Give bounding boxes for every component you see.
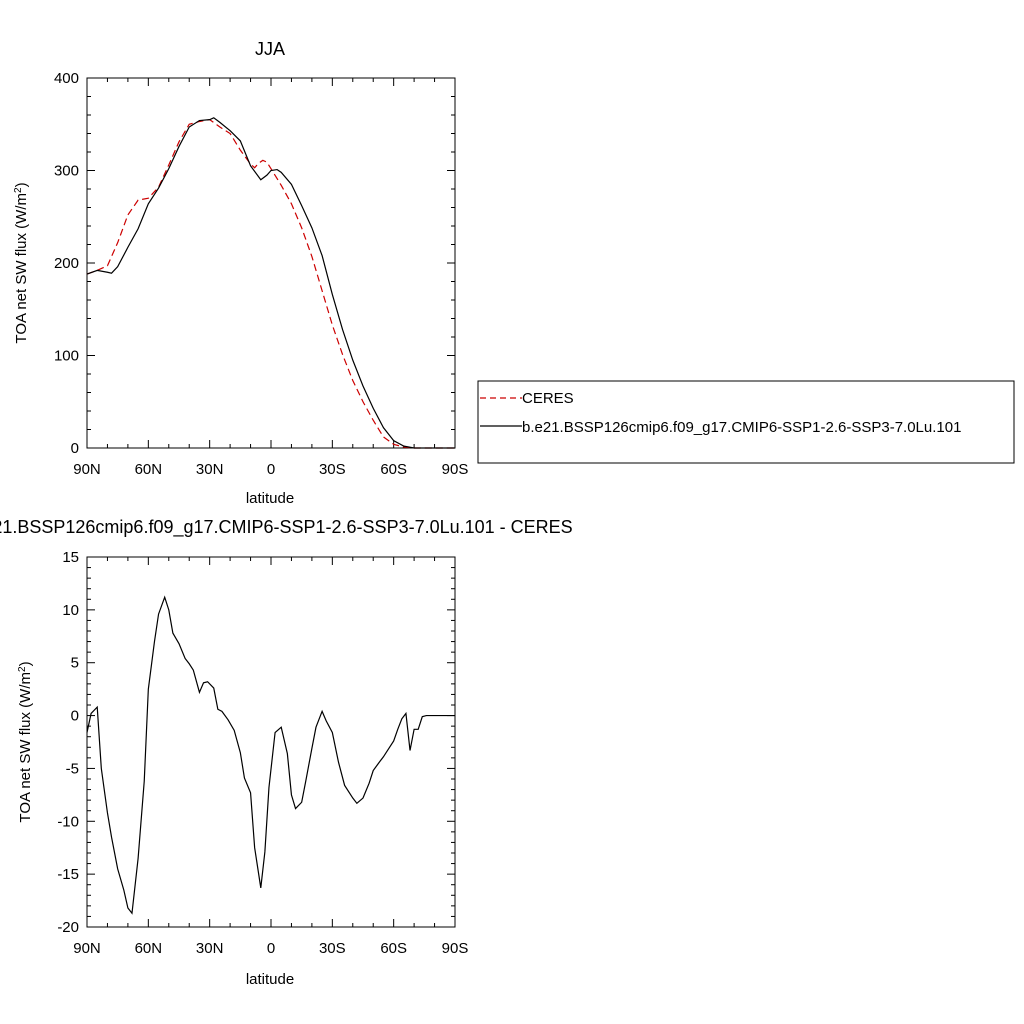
y-tick-label: 100 [54, 348, 79, 365]
top-plot-x-axis-label: latitude [246, 490, 294, 507]
x-tick-label: 60S [380, 940, 407, 957]
y-tick-label: -5 [66, 760, 79, 777]
top-plot-title: JJA [255, 39, 285, 59]
series-line-b-e21-bssp126cmip6-f09-g17-cmi [86, 117, 455, 449]
top-plot-frame [86, 77, 456, 449]
series-line-ceres [86, 118, 455, 449]
y-tick-label: 0 [71, 440, 79, 457]
bottom-plot-y-tick-labels: 15 10 5 0 -5 -10 -15 -20 [57, 549, 79, 936]
bottom-plot-x-axis-label: latitude [246, 971, 294, 988]
bottom-plot-y-axis-label: TOA net SW flux (W/m2) [17, 661, 34, 822]
y-tick-label: 200 [54, 255, 79, 272]
x-tick-label: 30S [319, 461, 346, 478]
bottom-plot-panel: b.e21.BSSP126cmip6.f09_g17.CMIP6-SSP1-2.… [0, 517, 573, 988]
x-tick-label: 90N [73, 940, 101, 957]
x-tick-label: 30N [196, 461, 224, 478]
legend: CERES b.e21.BSSP126cmip6.f09_g17.CMIP6-S… [477, 380, 1015, 464]
x-tick-label: 60S [380, 461, 407, 478]
top-plot-panel: JJA 0 100 200 300 400 90N 60N 30N 0 30S 60S 90S la… [13, 39, 1015, 507]
y-tick-label: 0 [71, 708, 79, 725]
y-tick-label: -15 [57, 866, 79, 883]
x-tick-label: 30S [319, 940, 346, 957]
x-tick-label: 90S [442, 940, 469, 957]
y-tick-label: 10 [62, 602, 79, 619]
x-tick-label: 30N [196, 940, 224, 957]
y-tick-label: -20 [57, 919, 79, 936]
y-tick-label: 300 [54, 163, 79, 180]
top-plot-series [86, 117, 455, 449]
legend-ceres-label: CERES [522, 390, 574, 407]
bottom-plot-title: b.e21.BSSP126cmip6.f09_g17.CMIP6-SSP1-2.… [0, 517, 573, 538]
bottom-plot-series [86, 595, 455, 915]
legend-model-label: b.e21.BSSP126cmip6.f09_g17.CMIP6-SSP1-2.… [522, 419, 961, 436]
top-plot-ticks [86, 77, 456, 449]
top-plot-x-tick-labels: 90N 60N 30N 0 30S 60S 90S [73, 461, 468, 478]
x-tick-label: 60N [135, 940, 163, 957]
legend-box [477, 380, 1015, 464]
y-tick-label: 5 [71, 655, 79, 672]
x-tick-label: 60N [135, 461, 163, 478]
bottom-plot-x-tick-labels: 90N 60N 30N 0 30S 60S 90S [73, 940, 468, 957]
y-tick-label: -10 [57, 813, 79, 830]
bottom-plot-ticks [86, 556, 456, 928]
x-tick-label: 90S [442, 461, 469, 478]
series-line-difference [86, 595, 455, 915]
x-tick-label: 90N [73, 461, 101, 478]
bottom-plot-frame [86, 556, 456, 928]
x-tick-label: 0 [267, 940, 275, 957]
y-tick-label: 15 [62, 549, 79, 566]
top-plot-y-axis-label: TOA net SW flux (W/m2) [13, 182, 30, 343]
y-tick-label: 400 [54, 70, 79, 87]
top-plot-y-tick-labels: 0 100 200 300 400 [54, 70, 79, 457]
x-tick-label: 0 [267, 461, 275, 478]
